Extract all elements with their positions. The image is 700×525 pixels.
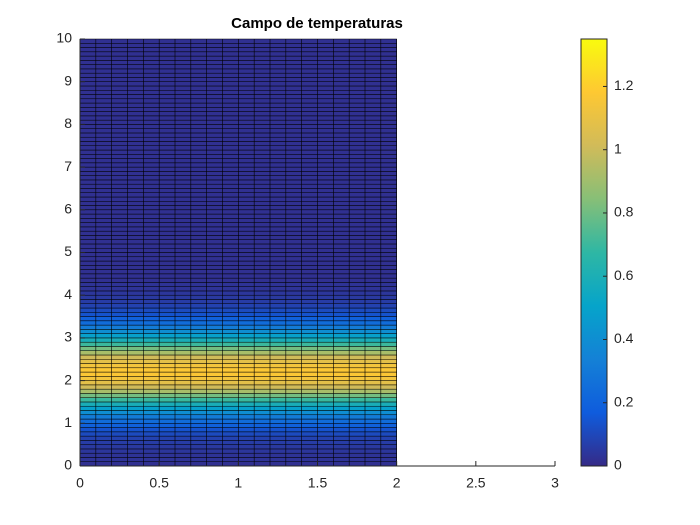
y-tick-label: 7 (64, 158, 72, 174)
chart-title: Campo de temperaturas (231, 15, 403, 32)
x-tick-label: 0.5 (149, 475, 169, 491)
colorbar-tick-label: 0 (614, 457, 622, 473)
colorbar-tick-label: 0.6 (614, 267, 634, 283)
colorbar-tick-label: 1 (614, 140, 622, 156)
colorbar-tick-label: 1.2 (614, 77, 634, 93)
x-tick-label: 1.5 (308, 475, 328, 491)
y-tick-label: 10 (56, 30, 72, 46)
y-tick-label: 0 (64, 457, 72, 473)
y-tick-label: 1 (64, 414, 72, 430)
colorbar-tick-label: 0.2 (614, 393, 634, 409)
y-tick-label: 6 (64, 201, 72, 217)
y-tick-label: 4 (64, 286, 72, 302)
y-tick-label: 8 (64, 115, 72, 131)
y-tick-label: 9 (64, 72, 72, 88)
y-tick-label: 5 (64, 243, 72, 259)
x-tick-label: 2 (393, 475, 401, 491)
x-tick-label: 3 (551, 475, 559, 491)
colorbar (580, 38, 608, 467)
colorbar-tick-label: 0.8 (614, 204, 634, 220)
colorbar-tick-label: 0.4 (614, 330, 634, 346)
x-tick-label: 2.5 (466, 475, 486, 491)
x-tick-label: 0 (76, 475, 84, 491)
y-tick-label: 3 (64, 329, 72, 345)
y-tick-label: 2 (64, 371, 72, 387)
x-tick-label: 1 (234, 475, 242, 491)
